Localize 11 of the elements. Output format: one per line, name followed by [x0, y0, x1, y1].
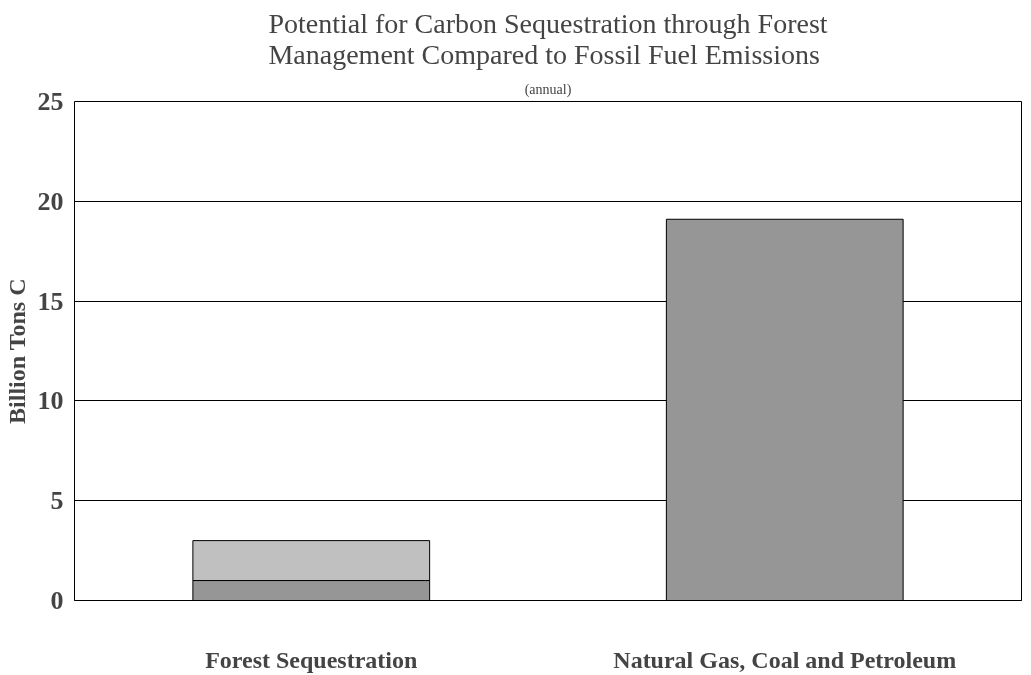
y-tick-label: 10	[37, 386, 64, 416]
x-tick-label: Natural Gas, Coal and Petroleum	[613, 646, 957, 673]
chart-subtitle: (annual)	[524, 81, 572, 98]
y-tick-label: 15	[37, 286, 64, 316]
y-tick-label: 5	[50, 486, 64, 516]
y-axis-title: Billion Tons C	[3, 278, 30, 424]
x-tick-label: Forest Sequestration	[205, 646, 418, 673]
y-tick-label: 0	[50, 586, 64, 615]
y-tick-label: 25	[37, 87, 64, 116]
chart-title: Potential for Carbon Sequestration through Forest Management Compared to Fossil Fuel Emissions	[268, 7, 828, 70]
y-tick-label: 20	[37, 186, 64, 216]
